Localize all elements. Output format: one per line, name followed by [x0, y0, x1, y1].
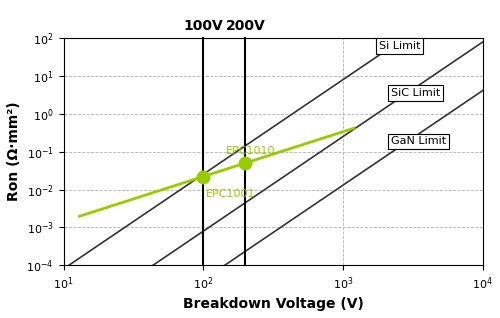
- Y-axis label: Ron (Ω·mm²): Ron (Ω·mm²): [7, 102, 21, 202]
- Text: 100V: 100V: [184, 19, 223, 33]
- Text: EPC1001: EPC1001: [206, 189, 256, 199]
- Text: Si Limit: Si Limit: [378, 41, 420, 51]
- Text: 200V: 200V: [226, 19, 265, 33]
- X-axis label: Breakdown Voltage (V): Breakdown Voltage (V): [182, 297, 364, 311]
- Text: EPC1010: EPC1010: [226, 146, 275, 156]
- Text: GaN Limit: GaN Limit: [391, 136, 446, 146]
- Text: SiC Limit: SiC Limit: [391, 88, 440, 98]
